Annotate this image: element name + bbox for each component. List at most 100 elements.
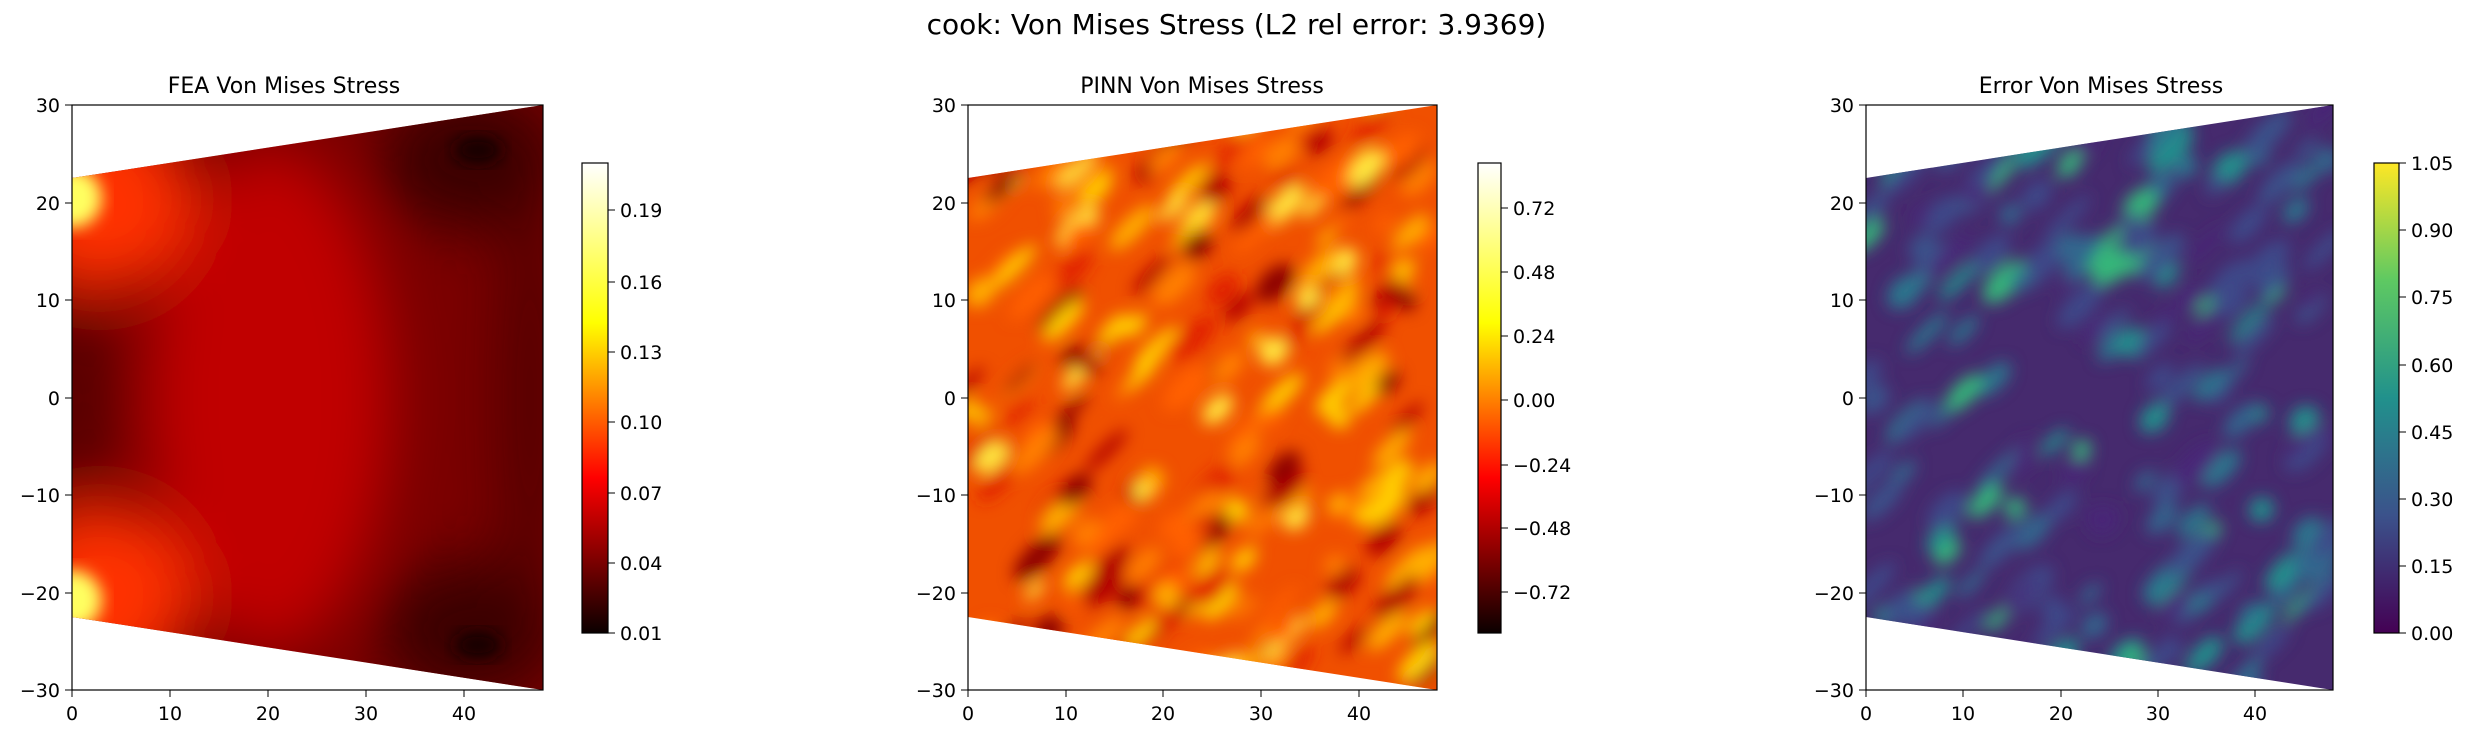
field-texture bbox=[1969, 105, 2008, 141]
field-texture bbox=[1255, 263, 1295, 303]
field-texture bbox=[2258, 161, 2302, 205]
field-texture bbox=[1082, 565, 1124, 607]
field-texture bbox=[1364, 483, 1407, 526]
y-tick-label: −20 bbox=[916, 583, 956, 605]
field-texture bbox=[1193, 549, 1221, 577]
y-axis: 30 20 10 0 −10 −20 −30 bbox=[1814, 95, 1866, 702]
field-texture bbox=[1213, 140, 1242, 169]
field-texture bbox=[1232, 546, 1258, 572]
colorbar: 0.00 0.15 0.30 0.45 0.60 0.75 0.90 1.05 bbox=[2373, 153, 2453, 645]
panel-title: FEA Von Mises Stress bbox=[168, 74, 401, 99]
field-texture bbox=[1053, 661, 1079, 687]
field-texture bbox=[2270, 578, 2300, 608]
field-texture bbox=[2063, 257, 2087, 281]
field-texture bbox=[2098, 308, 2130, 340]
field-texture bbox=[1969, 152, 2007, 190]
field-texture bbox=[2243, 109, 2292, 158]
colorbar-tick-label: −0.72 bbox=[1513, 582, 1571, 604]
field-texture bbox=[1383, 132, 1421, 170]
field-texture bbox=[1392, 213, 1430, 251]
field-texture bbox=[1927, 233, 1973, 279]
field-texture bbox=[1393, 287, 1417, 311]
field-texture bbox=[2228, 300, 2270, 342]
colorbar: 0.01 0.04 0.07 0.10 0.13 0.16 0.19 bbox=[581, 162, 662, 645]
field-texture bbox=[1042, 299, 1085, 342]
field-texture bbox=[1866, 218, 1885, 253]
field-texture bbox=[1326, 405, 1350, 429]
field-texture bbox=[2212, 282, 2249, 319]
field-texture bbox=[968, 367, 985, 398]
field-texture bbox=[1312, 289, 1358, 335]
field-texture bbox=[2057, 282, 2103, 329]
field-texture bbox=[1909, 105, 1952, 145]
field-texture bbox=[1336, 206, 1355, 226]
field-texture bbox=[1978, 524, 2024, 569]
field-texture bbox=[1237, 136, 1271, 170]
field-texture bbox=[1124, 617, 1157, 650]
field-texture bbox=[1166, 162, 1209, 205]
field-texture bbox=[2004, 497, 2026, 519]
field-texture bbox=[1081, 174, 1113, 206]
field-texture bbox=[2210, 570, 2242, 602]
field-texture bbox=[2020, 112, 2055, 146]
field-texture bbox=[2014, 513, 2051, 550]
field-texture bbox=[2146, 502, 2179, 534]
y-tick-label: −10 bbox=[916, 485, 956, 507]
field-texture bbox=[2156, 637, 2182, 663]
field-texture bbox=[2176, 504, 2210, 538]
field-texture bbox=[968, 399, 980, 420]
field-texture bbox=[1905, 603, 1932, 630]
x-tick-label: 0 bbox=[962, 703, 974, 725]
field-texture bbox=[2282, 197, 2309, 224]
field-texture bbox=[2147, 127, 2194, 174]
field-texture bbox=[1067, 594, 1084, 611]
field-texture bbox=[987, 249, 1019, 281]
field-texture bbox=[2056, 151, 2083, 178]
x-tick-label: 30 bbox=[354, 703, 378, 725]
colorbar-tick-label: 0.15 bbox=[2411, 556, 2453, 578]
field-texture bbox=[2146, 363, 2174, 391]
field-texture bbox=[1122, 312, 1148, 338]
field-texture bbox=[1211, 350, 1245, 385]
field-texture bbox=[1205, 272, 1240, 307]
field-texture bbox=[1938, 262, 1978, 301]
field-texture bbox=[968, 654, 986, 679]
field-texture bbox=[1887, 275, 1922, 310]
field-texture bbox=[2187, 636, 2223, 672]
y-tick-label: 30 bbox=[36, 95, 60, 117]
field-texture bbox=[1192, 569, 1231, 607]
field-texture bbox=[2160, 589, 2190, 619]
field-texture bbox=[2315, 147, 2333, 172]
y-tick-label: 0 bbox=[48, 388, 60, 410]
field-texture bbox=[974, 631, 994, 651]
field-texture bbox=[2155, 264, 2180, 289]
field-texture bbox=[973, 408, 993, 428]
field-texture bbox=[2057, 236, 2079, 258]
field-texture bbox=[2249, 497, 2274, 522]
field-texture bbox=[1055, 150, 1097, 191]
field-texture bbox=[1116, 585, 1142, 610]
field-texture bbox=[1969, 234, 2011, 276]
field-texture bbox=[1170, 209, 1209, 247]
field-texture bbox=[1948, 315, 1979, 346]
field-texture bbox=[1269, 617, 1296, 644]
field-texture bbox=[1038, 287, 1082, 332]
x-axis: 0 10 20 30 40 bbox=[962, 690, 1371, 725]
field-texture bbox=[2266, 284, 2286, 304]
field-texture bbox=[2300, 540, 2333, 583]
x-tick-label: 10 bbox=[1951, 703, 1975, 725]
field-texture bbox=[2043, 490, 2078, 524]
field-texture bbox=[1162, 361, 1212, 411]
colorbar-tick-label: 0.10 bbox=[620, 412, 662, 434]
field-texture bbox=[1925, 521, 1956, 552]
colorbar-tick-label: 0.13 bbox=[620, 342, 662, 364]
field-texture bbox=[1034, 156, 1068, 190]
field-texture bbox=[1341, 171, 1382, 212]
field-texture bbox=[1883, 134, 1902, 153]
field-texture bbox=[2202, 449, 2241, 488]
field-texture bbox=[1262, 466, 1305, 509]
field-texture bbox=[1088, 525, 1120, 557]
y-tick-label: 20 bbox=[932, 193, 956, 215]
field-texture bbox=[968, 430, 999, 473]
